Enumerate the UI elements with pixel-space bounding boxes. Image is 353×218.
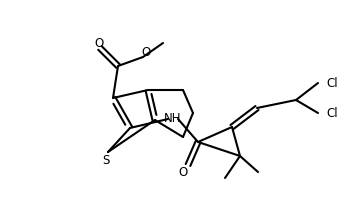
Text: O: O (178, 165, 188, 179)
Text: S: S (102, 155, 110, 167)
Text: Cl: Cl (326, 77, 337, 90)
Text: Cl: Cl (326, 107, 337, 119)
Text: O: O (94, 36, 104, 49)
Text: NH: NH (164, 111, 182, 124)
Text: O: O (141, 46, 151, 58)
